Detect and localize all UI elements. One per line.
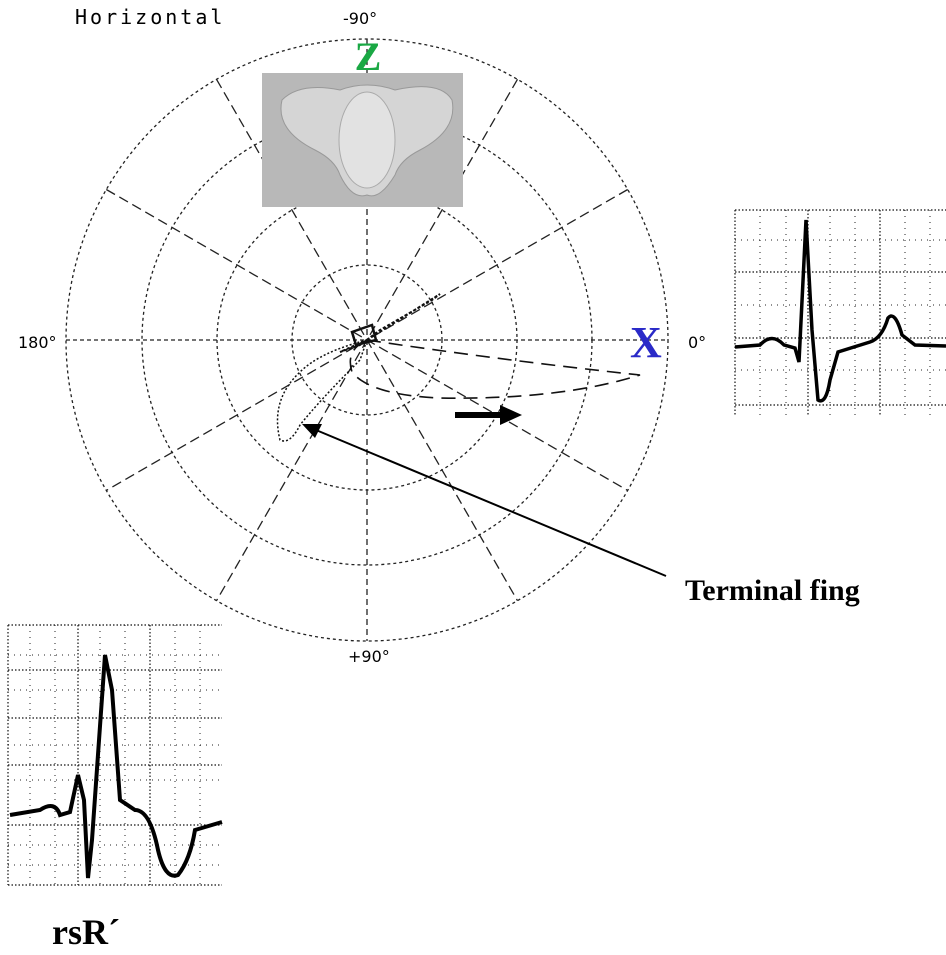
vector-loops <box>276 293 641 442</box>
plane-title: Horizontal <box>75 5 225 29</box>
axis-label-right: 0° <box>688 333 706 352</box>
annotation-arrow <box>302 424 667 577</box>
axis-label-bottom: +90° <box>348 647 390 666</box>
heart-image <box>262 73 463 207</box>
ecg-strip-left <box>7 624 223 886</box>
lead-label-x: X <box>630 318 662 367</box>
lead-label-z: Z <box>355 34 382 79</box>
axis-label-top: -90° <box>343 9 377 28</box>
ecg-strip-right <box>734 209 946 415</box>
annotation: Terminal fing <box>685 574 860 607</box>
direction-arrow <box>455 405 522 425</box>
pattern-label: rsR´ <box>52 912 120 952</box>
axis-label-left: 180° <box>18 333 57 352</box>
